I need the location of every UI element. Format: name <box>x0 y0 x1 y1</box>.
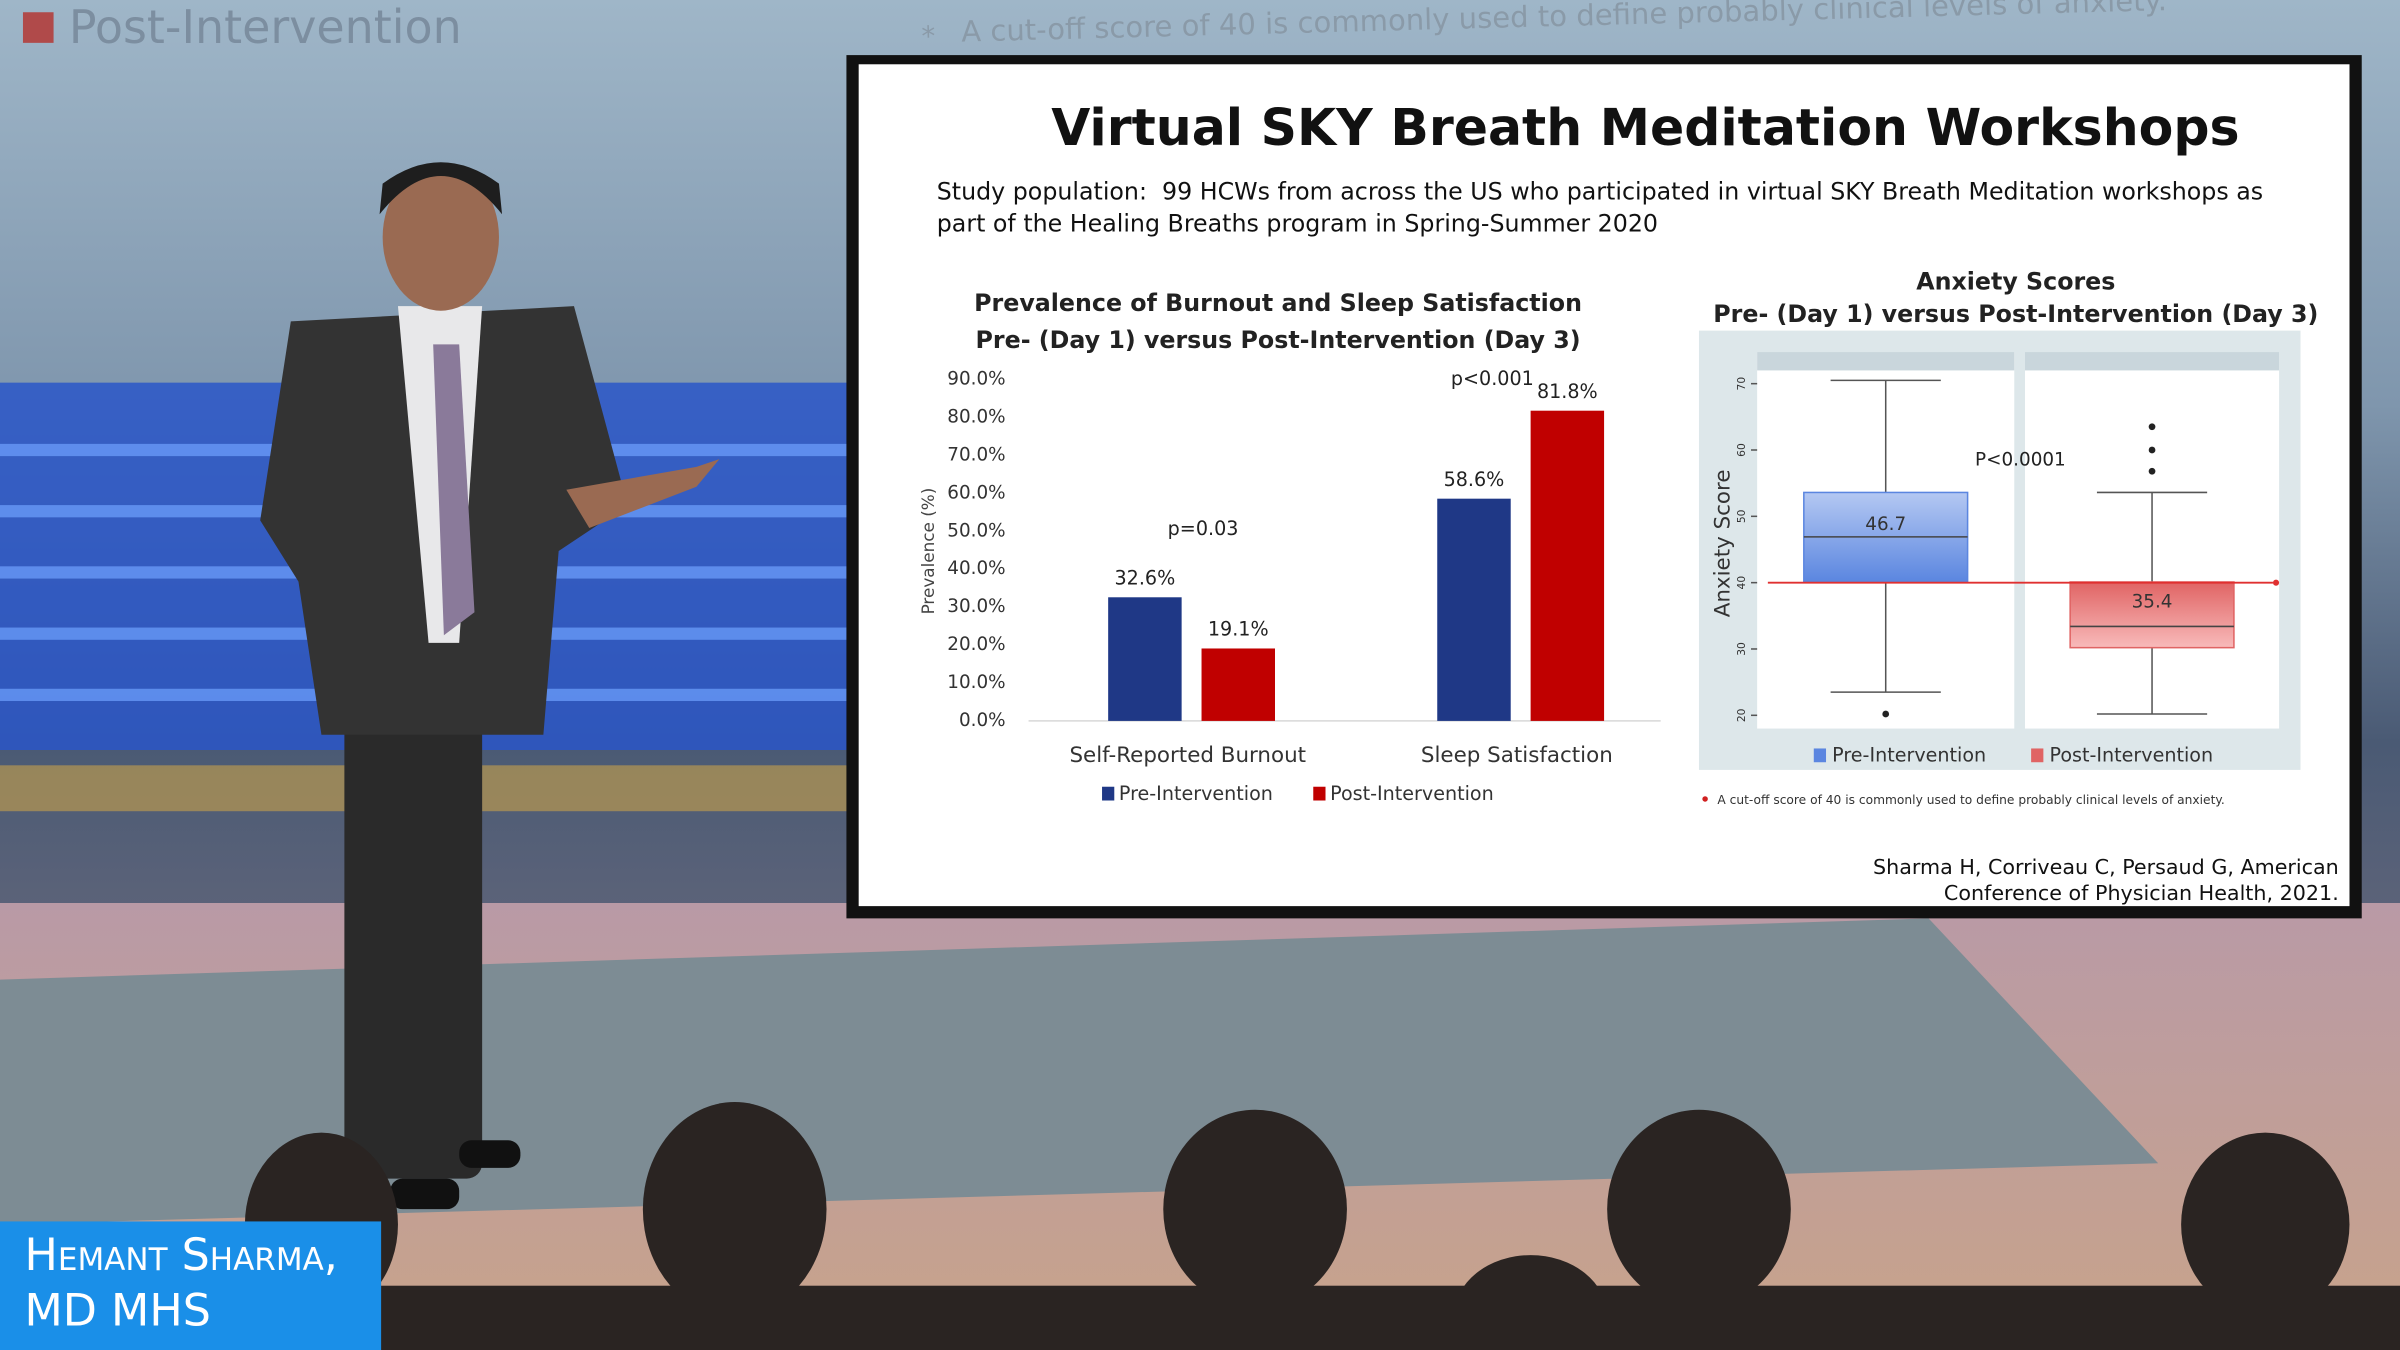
mean-label: 35.4 <box>2132 592 2173 613</box>
citation: Conference of Physician Health, 2021. <box>1944 881 2339 905</box>
outlier <box>1882 710 1890 718</box>
footnote: A cut-off score of 40 is commonly used t… <box>1717 793 2224 807</box>
y-tick-label: 30.0% <box>947 596 1005 617</box>
value-label: 19.1% <box>1208 618 1269 641</box>
footnote-star <box>1702 796 1708 802</box>
facet-strip <box>1757 352 2015 371</box>
legend-swatch <box>1313 786 1326 801</box>
legend-swatch <box>2031 748 2044 763</box>
legend-label: Pre-Intervention <box>1119 782 1273 805</box>
box <box>2069 581 2235 649</box>
slide-title: Virtual SKY Breath Meditation Workshops <box>1051 98 2239 157</box>
y-tick-label: 80.0% <box>947 407 1005 428</box>
x-tick-label: Self-Reported Burnout <box>1069 743 1306 768</box>
bar <box>1437 498 1511 721</box>
bg-footnote-star: * <box>921 20 936 52</box>
chart-subtitle: Pre- (Day 1) versus Post-Intervention (D… <box>1713 300 2318 328</box>
chart-title: Anxiety Scores <box>1916 268 2115 296</box>
citation: Sharma H, Corriveau C, Persaud G, Americ… <box>1873 855 2339 879</box>
y-tick-label: 10.0% <box>947 672 1005 693</box>
bar <box>1201 648 1275 721</box>
lower-third <box>0 1221 382 1350</box>
legend-swatch <box>1813 748 1827 763</box>
speaker-credentials: MD MHS <box>24 1285 210 1336</box>
annotation: P<0.0001 <box>1975 450 2066 471</box>
facet-strip <box>2025 352 2280 371</box>
value-label: 58.6% <box>1444 468 1505 491</box>
y-tick-label: 60.0% <box>947 482 1005 503</box>
y-tick-label: 60 <box>1735 443 1748 457</box>
legend-swatch <box>1102 786 1115 801</box>
y-axis-label: Anxiety Score <box>1710 469 1735 617</box>
annotation: p<0.001 <box>1451 367 1534 390</box>
x-tick-label: Sleep Satisfaction <box>1421 743 1613 768</box>
value-label: 32.6% <box>1115 566 1176 589</box>
mean-label: 46.7 <box>1865 514 1906 535</box>
annotation: p=0.03 <box>1168 517 1239 540</box>
outlier <box>2148 446 2156 454</box>
y-tick-label: 70.0% <box>947 444 1005 465</box>
y-tick-label: 40.0% <box>947 558 1005 579</box>
y-tick-label: 50 <box>1735 509 1748 523</box>
value-label: 81.8% <box>1537 380 1598 403</box>
speaker <box>260 162 720 1210</box>
bg-legend-swatch <box>22 12 54 43</box>
y-tick-label: 0.0% <box>959 710 1006 731</box>
outlier <box>2148 467 2156 475</box>
y-tick-label: 90.0% <box>947 369 1005 390</box>
y-tick-label: 20 <box>1735 708 1748 722</box>
chart-subtitle: Pre- (Day 1) versus Post-Intervention (D… <box>976 326 1581 354</box>
legend-label: Pre-Intervention <box>1832 744 1986 767</box>
bar <box>1108 597 1182 721</box>
y-tick-label: 70 <box>1735 377 1748 391</box>
outlier <box>2148 423 2156 431</box>
chart-title: Prevalence of Burnout and Sleep Satisfac… <box>974 289 1582 317</box>
carpet <box>0 918 2159 1225</box>
y-tick-label: 30 <box>1735 642 1748 656</box>
bg-legend-text: Post-Intervention <box>69 0 462 54</box>
audience <box>229 1102 2400 1350</box>
y-axis-label: Prevalence (%) <box>918 488 938 615</box>
bar <box>1530 410 1605 721</box>
legend-label: Post-Intervention <box>1330 782 1494 805</box>
legend-label: Post-Intervention <box>2049 744 2213 767</box>
speaker-name: Hemant Sharma, <box>24 1230 337 1281</box>
slide-intro: Study population: 99 HCWs from across th… <box>937 177 2263 205</box>
cutoff-star <box>2272 579 2280 586</box>
y-tick-label: 50.0% <box>947 520 1005 541</box>
y-tick-label: 40 <box>1735 576 1748 590</box>
slide-intro: part of the Healing Breaths program in S… <box>937 210 1658 238</box>
y-tick-label: 20.0% <box>947 634 1005 655</box>
